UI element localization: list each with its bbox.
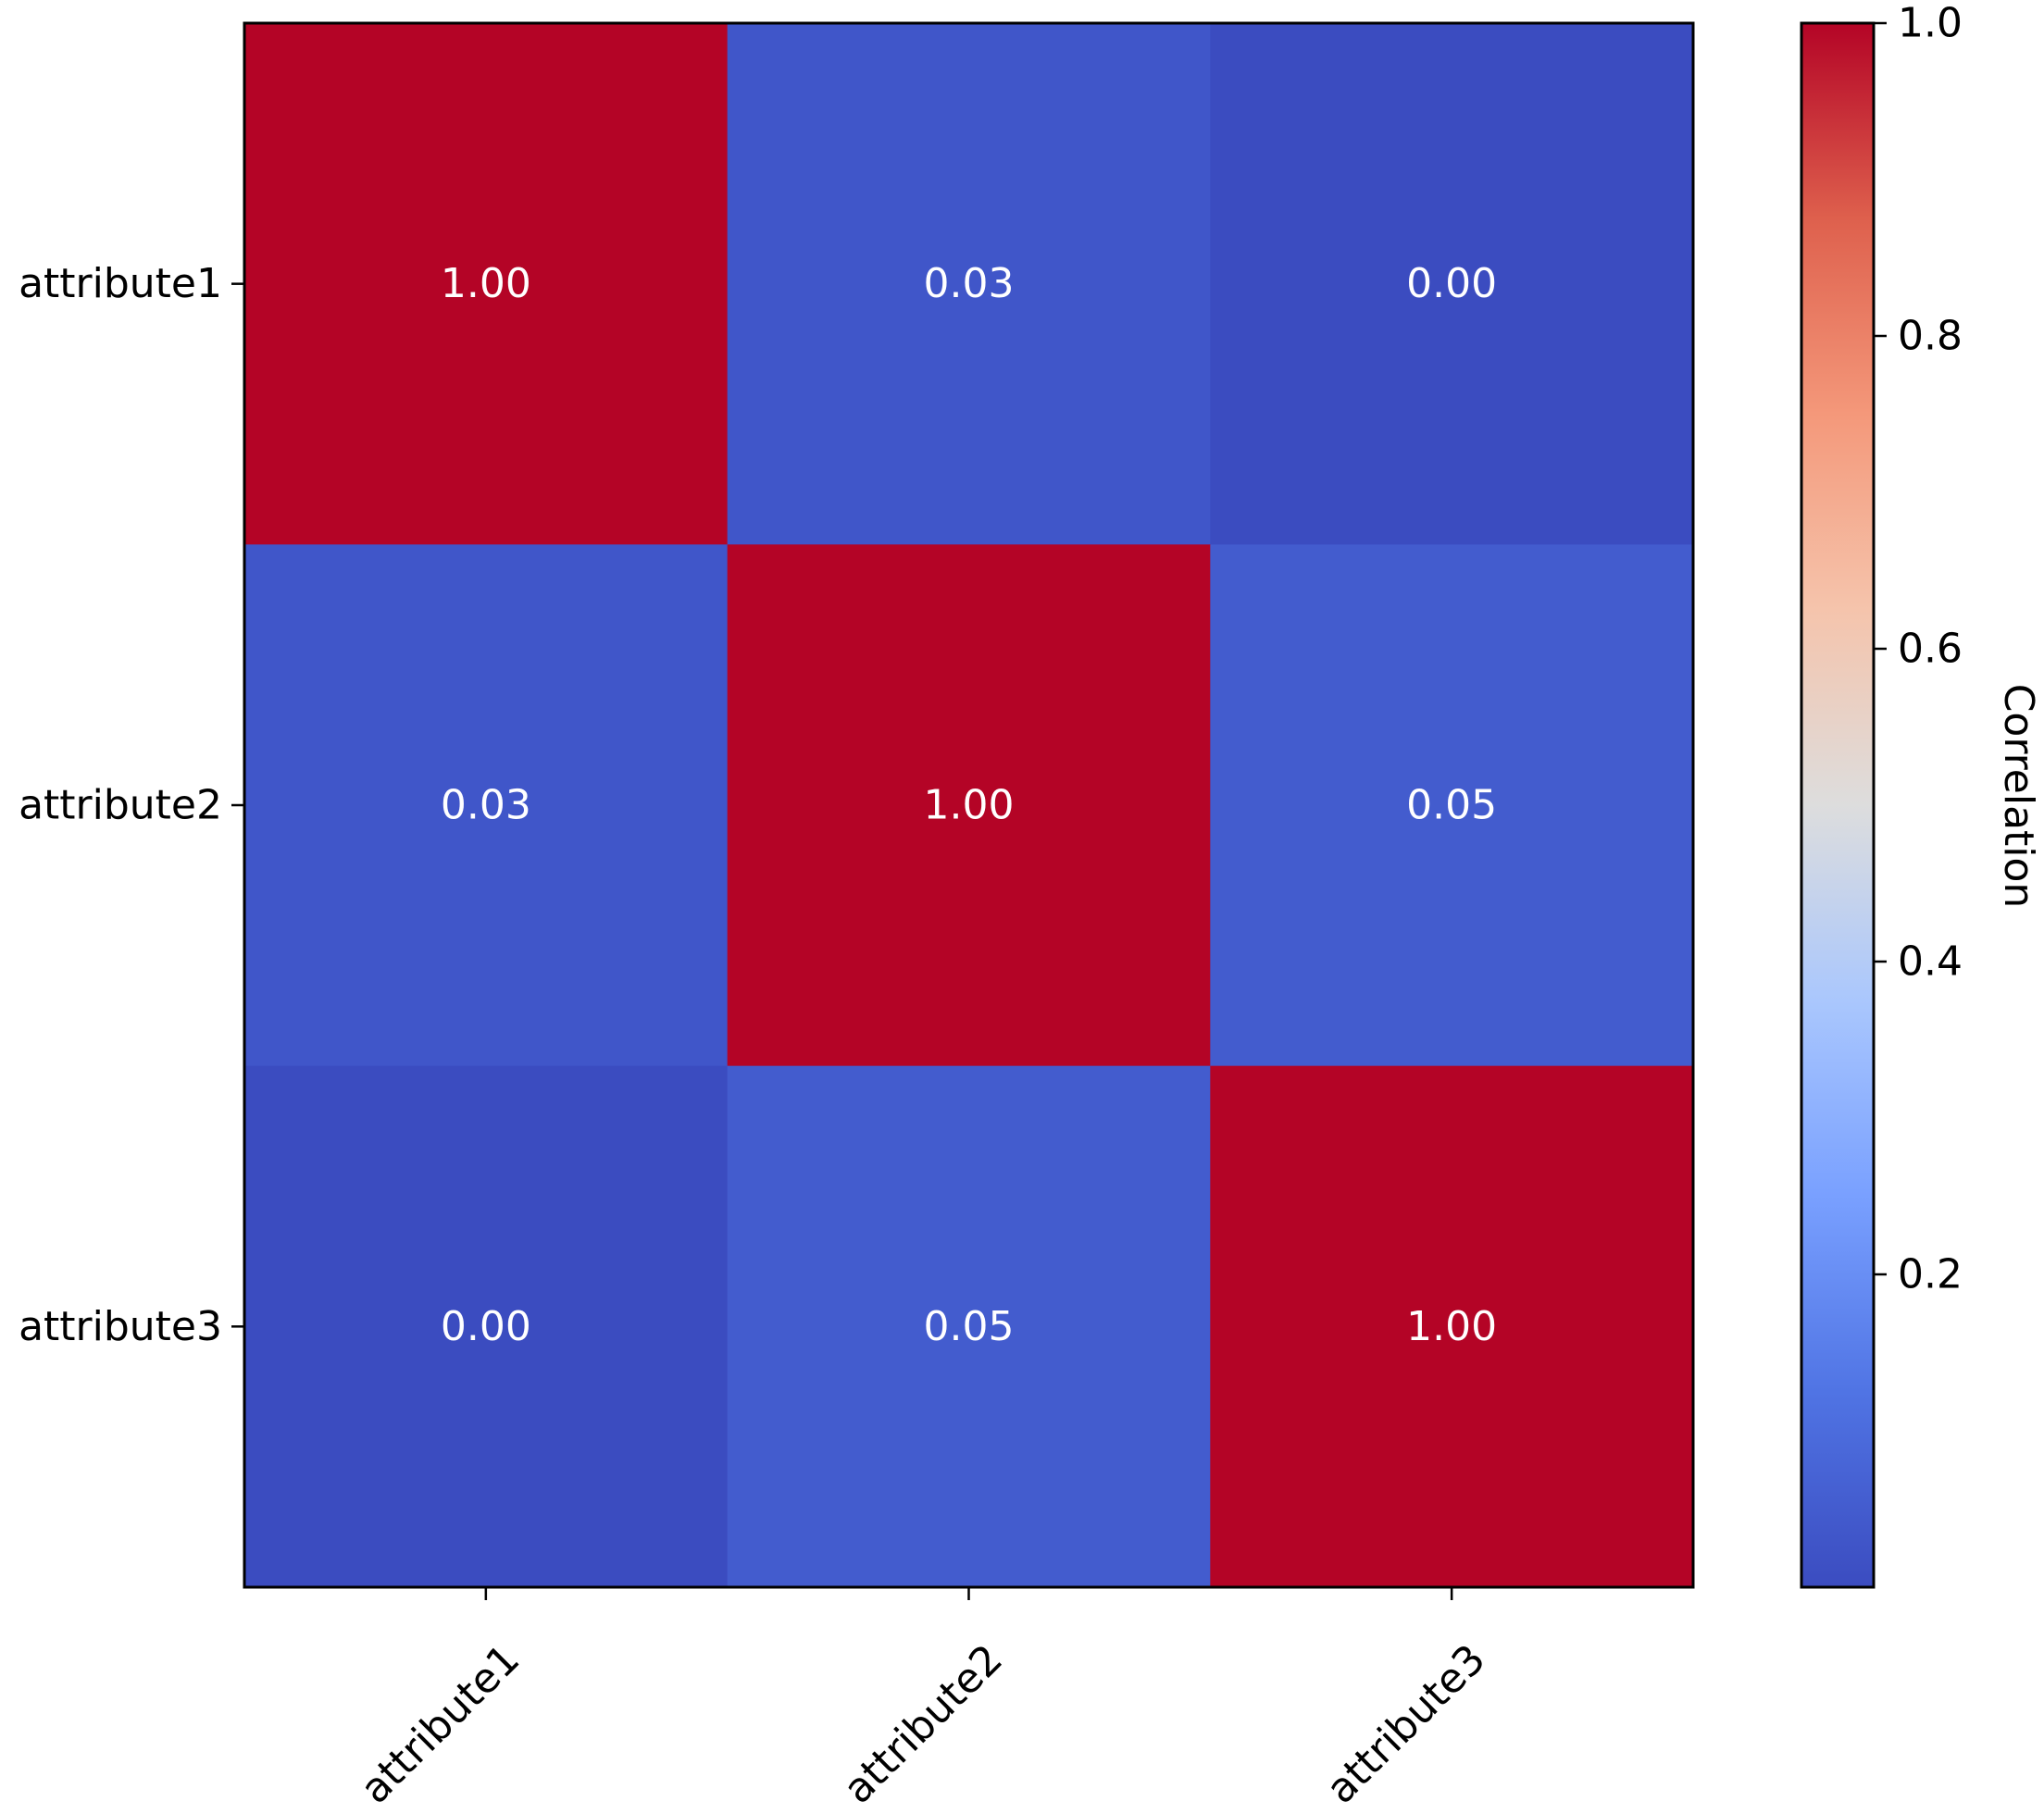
colorbar-tick-label: 0.2 [1898, 1251, 1963, 1298]
x-tick-label: attribute1 [352, 1635, 530, 1813]
colorbar-tick-label: 0.8 [1898, 313, 1963, 360]
colorbar-tick-label: 0.4 [1898, 938, 1963, 986]
heatmap-cell-value: 0.03 [441, 782, 531, 829]
colorbar-gradient [1800, 21, 1876, 1589]
heatmap-cell-value: 1.00 [924, 782, 1015, 829]
heatmap-cell-value: 0.05 [924, 1303, 1015, 1350]
y-axis: attribute1 attribute2 attribute3 [19, 260, 244, 1350]
x-tick-label: attribute2 [834, 1635, 1012, 1813]
heatmap-cell [1210, 23, 1694, 545]
colorbar-ticks: 0.2 0.4 0.6 0.8 1.0 [1874, 0, 1963, 1298]
y-tick-label: attribute3 [19, 1303, 222, 1350]
heatmap-cell [244, 1065, 729, 1588]
heatmap-cells [244, 23, 1694, 1588]
x-axis: attribute1 attribute2 attribute3 [352, 1587, 1495, 1813]
heatmap-cell-value: 1.00 [1406, 1303, 1497, 1350]
heatmap-cell [1210, 544, 1694, 1067]
heatmap-cell [727, 1065, 1211, 1588]
y-tick-label: attribute2 [19, 782, 222, 829]
x-tick-label: attribute3 [1317, 1635, 1495, 1813]
colorbar-tick-label: 1.0 [1898, 0, 1963, 47]
heatmap-cell-labels: 1.00 0.03 0.00 0.03 1.00 0.05 0.00 0.05 1.00 [441, 260, 1497, 1350]
heatmap-cell-value: 0.05 [1406, 782, 1497, 829]
y-tick-label: attribute1 [19, 260, 222, 307]
heatmap-cell [244, 544, 729, 1067]
heatmap-cell-value: 1.00 [441, 260, 531, 307]
heatmap-cell [727, 544, 1211, 1067]
heatmap-cell [244, 23, 729, 545]
heatmap-cell [727, 23, 1211, 545]
heatmap-cell-value: 0.00 [1406, 260, 1497, 307]
heatmap-cell-value: 0.03 [924, 260, 1015, 307]
colorbar: 0.2 0.4 0.6 0.8 1.0 Correlation [1800, 0, 2042, 1589]
heatmap-cell [1210, 1065, 1694, 1588]
colorbar-tick-label: 0.6 [1898, 626, 1963, 673]
heatmap-cell-value: 0.00 [441, 1303, 531, 1350]
colorbar-label: Correlation [1995, 684, 2042, 909]
